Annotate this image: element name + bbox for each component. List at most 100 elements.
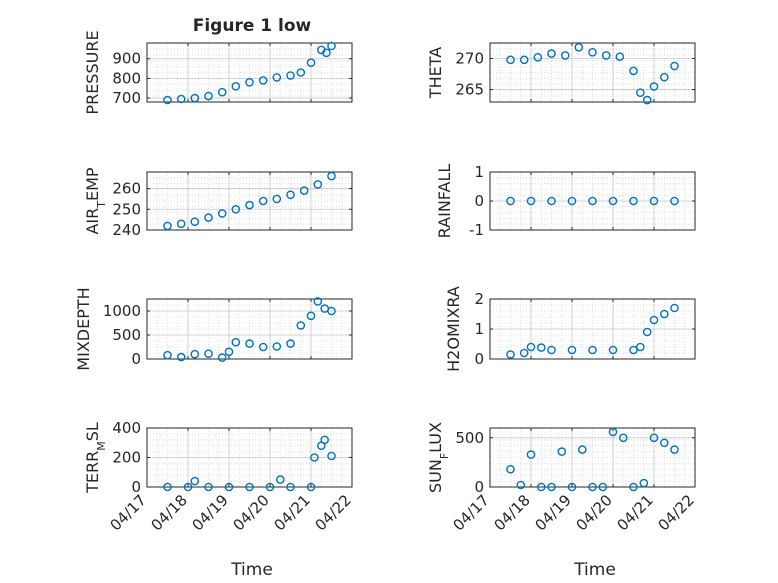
data-point (642, 95, 652, 105)
subplot-mixdepth: 0 500 1000 MIXDEPTH (74, 287, 353, 371)
data-point (567, 345, 577, 355)
y-tick-label: 1 (474, 320, 484, 338)
data-point (660, 438, 669, 448)
data-point (176, 94, 186, 104)
y-axis-label: H2OMIXRA (444, 286, 463, 372)
data-point (588, 482, 597, 492)
data-point (506, 350, 515, 359)
data-point (506, 55, 515, 65)
data-point (629, 196, 638, 206)
data-point (313, 180, 323, 189)
y-tick-label: 200 (112, 449, 141, 467)
data-point (660, 72, 669, 82)
data-point (537, 482, 546, 492)
data-point (547, 49, 556, 58)
data-point (245, 339, 254, 348)
data-point (310, 453, 319, 462)
data-point (608, 196, 618, 206)
data-point (163, 482, 172, 492)
data-point (183, 482, 193, 492)
y-axis-label: MIXDEPTH (74, 287, 93, 370)
data-point (598, 482, 608, 492)
y-tick-label: 270 (455, 50, 484, 68)
data-point (306, 482, 316, 492)
data-point (670, 61, 679, 71)
data-point (670, 445, 679, 454)
y-tick-label: 500 (455, 429, 484, 447)
data-point (588, 345, 597, 355)
data-point (258, 76, 268, 85)
y-tick-label: 0 (131, 478, 141, 496)
data-point (670, 196, 679, 206)
y-tick-label: 240 (112, 221, 141, 239)
y-tick-label: 1000 (103, 302, 141, 320)
data-point (506, 196, 515, 206)
x-tick-label: 04/22 (655, 491, 698, 534)
data-point (320, 435, 330, 445)
data-point (163, 95, 172, 105)
data-point (660, 309, 669, 319)
data-point (258, 196, 268, 206)
data-point (649, 82, 659, 91)
data-point (537, 343, 546, 352)
x-axis-label-left: Time (230, 560, 273, 580)
y-tick-label: 700 (112, 89, 141, 107)
data-point (642, 327, 652, 337)
subplot-h2omixra: 0 1 2 H2OMIXRA (444, 286, 696, 372)
y-tick-label: 0 (474, 478, 484, 496)
x-axis-label-right: Time (573, 560, 616, 580)
y-tick-label: 500 (112, 326, 141, 344)
data-point (322, 48, 331, 58)
data-point (231, 337, 241, 347)
y-tick-label: 250 (112, 200, 141, 218)
data-point (313, 297, 323, 306)
y-tick-label: 260 (112, 180, 141, 198)
data-point (533, 53, 543, 62)
data-point (275, 475, 285, 484)
data-point (526, 450, 536, 459)
subplot-theta: 265 270 THETA (426, 42, 696, 105)
data-point (547, 196, 556, 206)
data-point (619, 433, 628, 443)
data-point (574, 43, 584, 52)
y-tick-label: 0 (131, 350, 141, 368)
y-axis-label: SUNFLUX (426, 422, 451, 493)
x-tick-label: 04/19 (189, 491, 232, 534)
data-point (516, 480, 526, 490)
y-axis-label: PRESSURE (83, 30, 102, 114)
data-point (636, 342, 645, 352)
data-point (272, 342, 282, 351)
y-tick-label: 900 (112, 50, 141, 68)
y-tick-label: 0 (474, 192, 484, 210)
data-point (265, 482, 275, 492)
data-point (163, 350, 172, 360)
data-point (615, 52, 625, 62)
data-point (306, 311, 316, 321)
axes-box (146, 171, 353, 231)
data-point (629, 345, 638, 355)
data-point (306, 58, 316, 68)
data-point (286, 482, 295, 492)
x-tick-label: 04/21 (614, 491, 657, 534)
data-point (204, 349, 213, 359)
data-point (176, 219, 186, 229)
figure-title: Figure 1 low (193, 16, 312, 36)
y-axis-label: THETA (426, 47, 445, 99)
data-point (190, 217, 200, 226)
data-point (299, 186, 309, 195)
y-tick-label: 1 (474, 163, 484, 181)
data-point (588, 48, 597, 57)
data-point (245, 482, 254, 492)
data-point (217, 87, 227, 97)
data-point (224, 347, 234, 357)
data-point (578, 445, 587, 454)
y-axis-label: AIRTEMP (83, 167, 108, 234)
axes-box (489, 42, 696, 103)
y-tick-label: 400 (112, 419, 141, 437)
data-point (258, 342, 268, 352)
x-tick-label: 04/19 (532, 491, 575, 534)
data-point (506, 464, 515, 474)
data-point (327, 41, 336, 51)
data-point (190, 93, 200, 103)
